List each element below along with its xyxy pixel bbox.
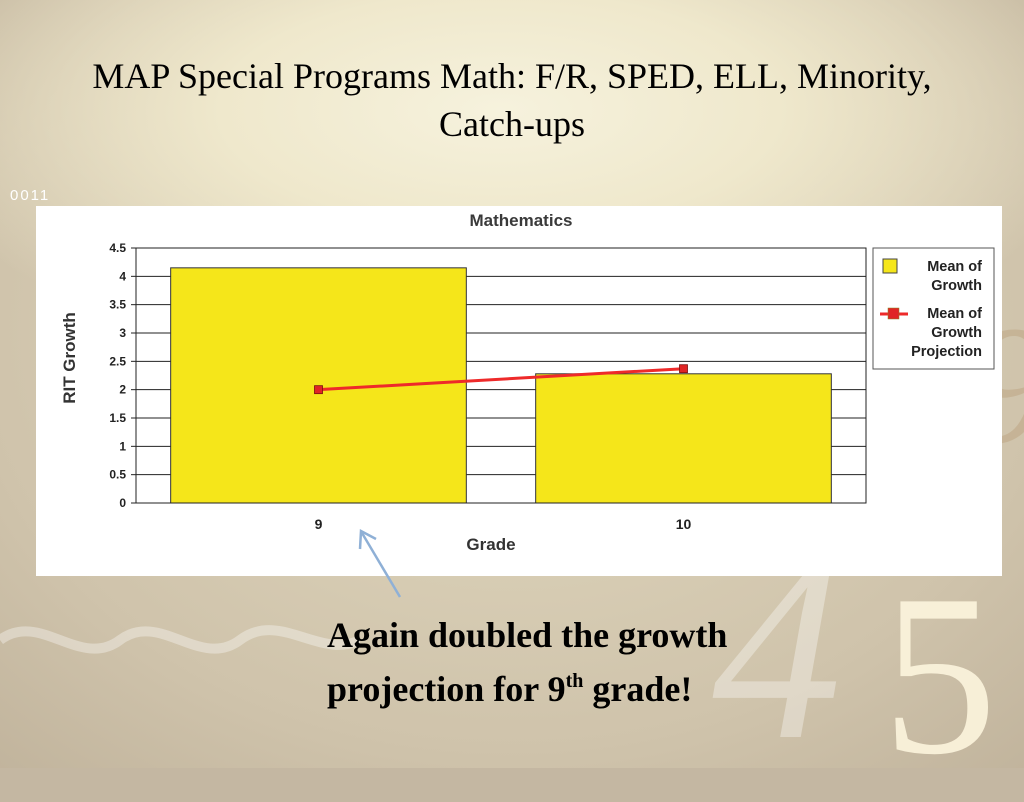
plot-border (135, 247, 867, 504)
legend: Mean of Growth Mean of Growth Projection (872, 247, 995, 370)
y-axis-label: RIT Growth (60, 312, 79, 404)
bar-chart: Mathematics 0 0.5 1 1.5 2 2.5 3 3.5 4 4.5 9 10 Gra… (60, 211, 995, 554)
y-tick-label: 1.5 (109, 411, 126, 425)
caption-line-1: Again doubled the growth (327, 615, 728, 655)
bars (170, 267, 832, 504)
slide-title: MAP Special Programs Math: F/R, SPED, EL… (92, 56, 932, 144)
y-tick-label: 2.5 (109, 354, 126, 368)
decorative-five: 5 (882, 547, 997, 802)
y-tick-label: 4.5 (109, 241, 126, 255)
chart-title: Mathematics (470, 211, 573, 230)
caption-line-2-text: projection for 9 (327, 669, 566, 709)
legend-swatch-bar (882, 258, 898, 274)
legend-label-projection: Mean of Growth Projection (911, 306, 982, 360)
x-axis-label: Grade (466, 535, 515, 554)
x-tick-label: 10 (676, 516, 692, 532)
chart-card: Mathematics 0 0.5 1 1.5 2 2.5 3 3.5 4 4.5 9 10 Gra… (36, 206, 1002, 576)
y-tick-label: 1 (119, 439, 126, 453)
x-tick-label: 9 (315, 516, 323, 532)
y-tick-label: 3.5 (109, 298, 126, 312)
projection-marker (679, 364, 688, 374)
annotation-arrow (358, 528, 402, 598)
bar-10 (535, 373, 832, 504)
projection-marker (314, 385, 323, 395)
projection-line (314, 364, 688, 395)
legend-label-growth: Mean of Growth (927, 259, 982, 294)
y-tick-labels: 0 0.5 1 1.5 2 2.5 3 3.5 4 4.5 (109, 241, 126, 510)
caption: Again doubled the growth projection for … (327, 608, 887, 716)
plot-frame (135, 247, 867, 504)
x-tick-labels: 9 10 (315, 516, 692, 532)
legend-swatch-marker (887, 307, 900, 320)
y-tick-label: 0.5 (109, 468, 126, 482)
y-tick-label: 4 (119, 269, 126, 283)
caption-superscript: th (565, 670, 584, 692)
y-tick-label: 0 (119, 496, 126, 510)
caption-line-2-end: grade! (583, 669, 693, 709)
caption-line-2: projection for 9th grade! (327, 662, 887, 716)
y-tick-label: 2 (119, 383, 126, 397)
y-tick-label: 3 (119, 326, 126, 340)
decorative-digits: 0011 (10, 187, 51, 204)
decorative-swirl (0, 625, 360, 654)
projection-line-path (318, 367, 684, 392)
